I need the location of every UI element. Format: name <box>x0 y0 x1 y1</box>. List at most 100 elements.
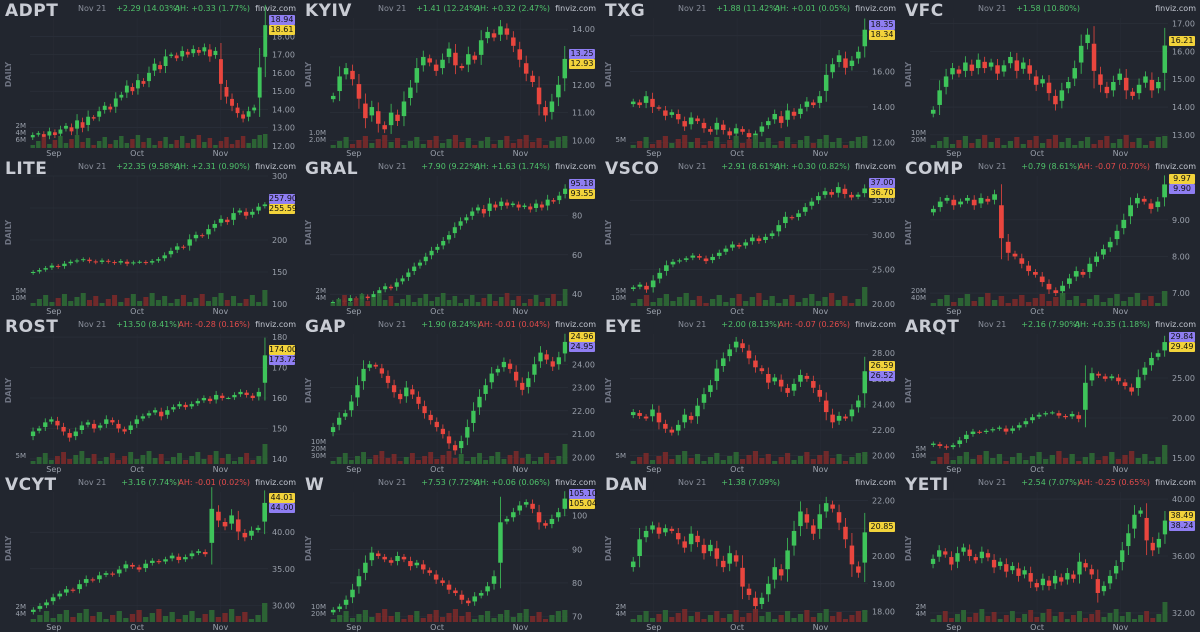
volume-bar <box>727 456 733 464</box>
candle-body <box>1138 510 1143 514</box>
volume-bar <box>83 609 89 622</box>
volume-bar <box>493 301 498 306</box>
candle-body <box>763 236 768 240</box>
volume-bar <box>367 459 373 464</box>
volume-bar <box>1144 611 1150 622</box>
volume-bar <box>696 296 703 306</box>
source-label: finviz.com <box>1155 478 1196 487</box>
volume-bar <box>504 610 510 622</box>
volume-bar <box>79 451 85 464</box>
volume-bar <box>669 617 675 622</box>
candle-body <box>1012 253 1018 257</box>
candle-body <box>769 233 775 237</box>
volume-bar <box>531 461 537 464</box>
volume-bar <box>643 453 649 464</box>
y-tick-label: 18.00 <box>272 32 295 41</box>
volume-bar <box>804 610 810 622</box>
chart-panel: W DAILY Nov 21 +7.53 (7.72%) AH: +0.06 (0.06… <box>300 474 600 632</box>
volume-bar <box>707 457 713 464</box>
volume-bar <box>411 302 417 306</box>
candle-body <box>650 409 655 417</box>
volume-bar <box>525 454 531 464</box>
volume-bar <box>657 298 663 306</box>
y-tick-label: 9.00 <box>1172 216 1190 225</box>
candle-body <box>669 112 675 115</box>
candle-body <box>1010 428 1015 431</box>
volume-bar <box>1127 297 1134 306</box>
volume-bar <box>464 461 470 464</box>
volume-bar <box>209 610 215 622</box>
volume-bar <box>242 612 248 622</box>
volume-bar <box>1095 460 1102 464</box>
volume-bar <box>975 139 981 148</box>
candle-body <box>630 412 636 416</box>
price-tag: 18.35 <box>869 19 895 30</box>
y-tick-label: 8.00 <box>1172 252 1190 261</box>
candle-body <box>1067 278 1072 284</box>
volume-tick-label: 30M <box>311 452 326 460</box>
price-tag: 9.90 <box>1169 184 1195 195</box>
candle-body <box>1148 203 1154 209</box>
candle-body <box>811 381 816 388</box>
x-tick-label: Oct <box>730 307 744 316</box>
y-tick-label: 30.00 <box>272 601 295 610</box>
volume-bar <box>637 615 643 622</box>
candle-body <box>224 87 229 97</box>
volume-bar <box>491 144 497 148</box>
volume-bar <box>85 138 91 148</box>
candle-body <box>414 68 420 83</box>
volume-bar <box>202 142 207 148</box>
candle-body <box>256 391 261 397</box>
volume-bar <box>1059 142 1065 148</box>
candle-body <box>252 107 257 111</box>
x-tick-label: Oct <box>730 149 744 158</box>
candle-body <box>485 586 490 592</box>
candle-body <box>723 248 729 252</box>
volume-bar <box>388 296 394 306</box>
price-tag: 9.97 <box>1169 174 1195 185</box>
ticker-symbol: VFC <box>905 1 944 21</box>
volume-bar <box>714 611 720 622</box>
volume-bar <box>196 135 202 148</box>
volume-bar <box>855 137 861 148</box>
volume-bar <box>495 452 501 464</box>
volume-bar <box>842 145 849 148</box>
x-tick-label: Oct <box>430 149 444 158</box>
candle-body <box>337 606 342 610</box>
volume-bar <box>1040 613 1046 622</box>
volume-bar <box>746 613 752 622</box>
candle-body <box>174 246 180 250</box>
volume-bar <box>61 294 67 306</box>
candle-body <box>650 98 655 107</box>
ticker-symbol: W <box>305 475 325 495</box>
volume-bar <box>836 138 842 148</box>
candle-body <box>849 545 855 565</box>
volume-bar <box>177 453 182 464</box>
volume-bar <box>73 455 79 464</box>
candle-body <box>491 576 497 584</box>
chart-panel: VFC DAILY Nov 21 +1.58 (10.80%) finviz.com 13… <box>900 0 1200 158</box>
price-change: +2.91 (8.61%) <box>721 162 780 171</box>
ticker-symbol: DAN <box>605 475 648 495</box>
candle-body <box>189 553 195 557</box>
candle-body <box>963 62 968 71</box>
volume-tick-label: 20M <box>311 610 326 618</box>
candle-body <box>505 202 510 206</box>
volume-bar <box>213 451 219 464</box>
candle-body <box>452 227 457 234</box>
volume-bar <box>491 618 497 622</box>
candle-body <box>1053 290 1059 294</box>
candle-body <box>663 110 668 116</box>
volume-bar <box>118 302 124 306</box>
quote-date: Nov 21 <box>978 4 1007 13</box>
candle-body <box>423 256 428 262</box>
volume-bar <box>729 298 736 306</box>
volume-bar <box>930 303 937 306</box>
candle-body <box>556 512 561 518</box>
volume-bar <box>848 303 855 306</box>
candle-body <box>716 252 722 256</box>
volume-bar <box>930 619 936 622</box>
volume-bar <box>733 136 739 148</box>
volume-bar <box>1161 291 1168 306</box>
candle-body <box>382 556 387 560</box>
